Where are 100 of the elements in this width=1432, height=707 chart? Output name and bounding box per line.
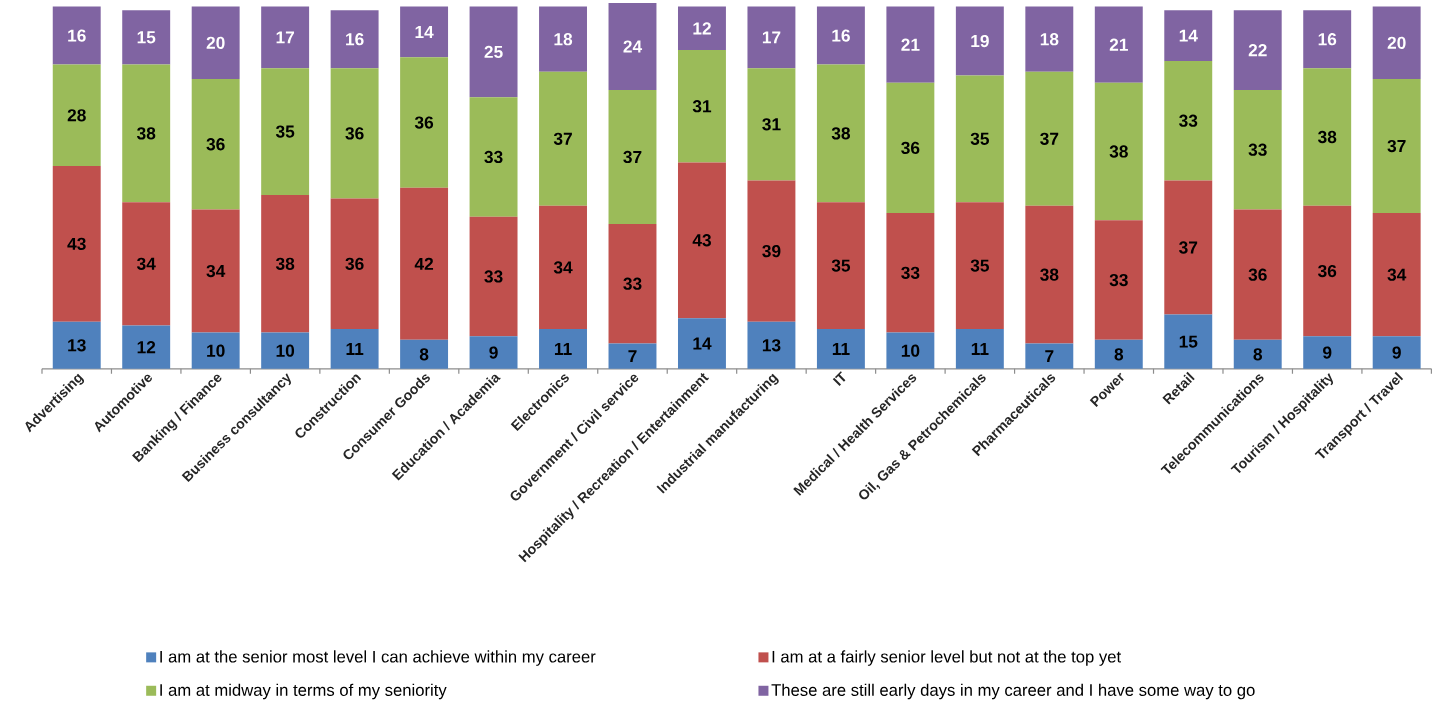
data-label: 11 [971,343,989,356]
data-label: 17 [276,31,295,44]
data-label: 36 [1317,265,1337,278]
data-label: 43 [692,234,711,247]
data-label: 33 [484,270,503,283]
data-label: 33 [484,150,503,164]
bar [1164,180,1213,315]
legend-label: These are still early days in my career and I have some way to go [771,683,1255,700]
data-label: 33 [623,277,642,290]
bar [1094,6,1143,83]
data-label: 36 [345,257,364,271]
bar [816,64,865,203]
data-label: 22 [1248,44,1267,57]
bar [122,325,171,369]
data-label: 34 [553,261,573,274]
data-label: 7 [1045,350,1054,363]
bar [1164,314,1213,369]
data-label: 35 [831,259,851,272]
bar [539,205,587,330]
bar [955,202,1004,330]
bar [191,79,240,210]
bar [678,50,726,163]
bar [608,224,657,344]
bar [886,332,935,369]
bar [52,321,101,369]
bar [886,6,935,83]
data-label: 8 [419,348,429,361]
data-label: 19 [971,35,989,48]
bar [747,68,796,181]
data-label: 38 [831,127,851,140]
data-label: 9 [489,346,498,359]
x-tick-label: IT [832,371,846,387]
data-label: 38 [136,127,156,140]
bar [955,329,1004,369]
bar [816,202,865,330]
bar [330,329,379,369]
data-label: 13 [68,339,86,352]
bar [1372,336,1421,369]
bar [1303,205,1352,337]
bar [1094,82,1143,221]
data-label: 16 [832,29,850,42]
bar [886,213,935,333]
bar [1233,10,1282,91]
data-label: 16 [346,33,364,46]
bar [816,6,865,65]
data-label: 37 [553,132,572,146]
data-label: 25 [484,45,503,59]
bar [261,68,310,196]
bar [1094,340,1143,369]
bar [539,6,587,72]
data-label: 13 [762,339,781,352]
data-label: 36 [206,138,225,151]
data-label: 10 [276,344,295,357]
data-label: 18 [1040,33,1059,46]
data-label: 11 [554,343,572,356]
data-label: 37 [1040,132,1059,146]
data-label: 37 [623,150,642,164]
bar [1164,61,1213,181]
data-label: 8 [1253,348,1263,361]
legend-label: I am at a fairly senior level but not at the top yet [772,650,1121,666]
bar [539,329,587,369]
bar [400,187,449,341]
data-label: 43 [67,237,86,251]
data-label: 33 [1248,143,1267,156]
data-label: 16 [68,29,86,42]
data-label: 38 [1317,131,1337,144]
legend-label: I am at the senior most level I can achieve within my career [160,650,596,666]
data-label: 10 [207,344,225,357]
bar [122,64,171,203]
data-label: 15 [137,31,156,44]
bar [1372,6,1421,80]
bar [608,343,657,369]
data-label: 10 [901,344,920,357]
bar [52,166,101,322]
data-label: 11 [346,343,364,356]
data-label: 31 [762,118,781,131]
bar [747,321,796,369]
bar [955,6,1004,76]
bar [1303,68,1352,206]
bar [1233,209,1282,341]
bar [1164,10,1213,62]
bar [1233,90,1282,210]
bar [469,97,518,217]
bar [608,90,657,225]
bar [678,6,726,51]
data-label: 17 [762,31,781,44]
bar [469,216,518,337]
data-label: 34 [1387,268,1407,281]
data-label: 28 [67,109,86,122]
bar [261,332,310,369]
bar [816,329,865,369]
data-label: 38 [1109,145,1128,158]
data-label: 9 [1392,346,1401,359]
bar [261,6,310,69]
bar [469,6,518,98]
data-label: 14 [1179,29,1198,42]
bar [1303,10,1352,69]
bar [1372,213,1421,337]
data-label: 14 [415,26,434,39]
bar [1025,205,1074,344]
